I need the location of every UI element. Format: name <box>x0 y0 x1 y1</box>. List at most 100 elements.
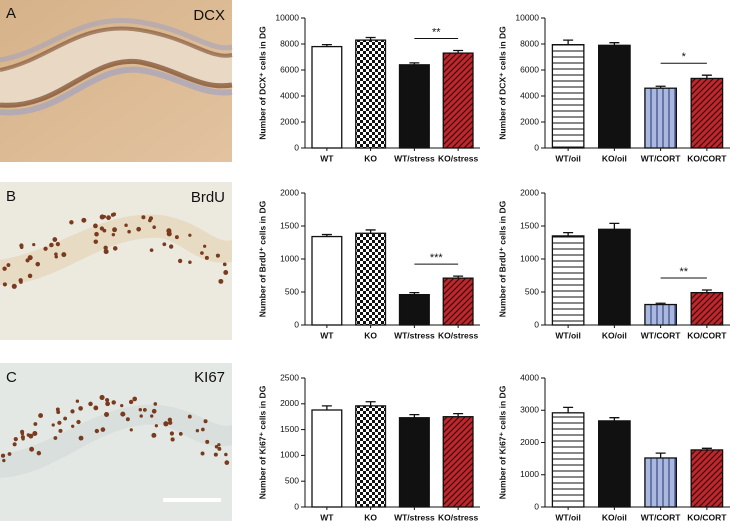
x-tick-label: KO/oil <box>602 330 627 340</box>
y-tick-label: 500 <box>285 475 299 485</box>
bar <box>690 292 724 326</box>
x-tick-label: WT <box>320 512 334 522</box>
bar <box>311 45 343 149</box>
y-tick-label: 0 <box>534 142 539 152</box>
error-bar <box>563 39 574 45</box>
y-axis-label: Number of Ki67⁺ cells in DG <box>257 385 267 499</box>
error-bar <box>409 62 420 65</box>
x-tick-label: KO/stress <box>438 153 478 163</box>
bar <box>311 235 343 326</box>
error-bar <box>321 233 332 237</box>
error-bar <box>453 412 464 417</box>
x-tick-label: KO <box>364 153 377 163</box>
y-tick-label: 10000 <box>515 12 539 22</box>
bar <box>644 457 678 508</box>
error-bar <box>609 42 620 46</box>
x-tick-label: WT/oil <box>555 153 581 163</box>
y-tick-label: 2000 <box>280 398 299 408</box>
error-bar <box>453 49 464 54</box>
bar <box>598 228 631 326</box>
bar <box>551 235 585 326</box>
error-bar <box>365 401 376 406</box>
y-tick-label: 8000 <box>280 38 299 48</box>
error-bar <box>701 289 712 293</box>
bar <box>398 417 430 508</box>
y-tick-label: 2000 <box>280 116 299 126</box>
x-tick-label: WT/stress <box>394 512 435 522</box>
x-tick-label: WT/CORT <box>641 512 681 522</box>
y-tick-label: 8000 <box>520 38 539 48</box>
x-tick-label: WT/stress <box>394 153 435 163</box>
bar <box>398 293 430 326</box>
bar <box>551 44 585 149</box>
significance-label: * <box>682 51 687 63</box>
x-tick-label: KO <box>364 512 377 522</box>
panel-label: KI67 <box>194 369 225 386</box>
y-tick-label: 3000 <box>520 405 539 415</box>
x-tick-label: WT/CORT <box>641 153 681 163</box>
y-tick-label: 1000 <box>280 450 299 460</box>
error-bar <box>655 302 666 305</box>
y-tick-label: 2000 <box>520 437 539 447</box>
panel-letter: B <box>6 188 16 205</box>
y-tick-label: 2000 <box>520 187 539 197</box>
x-tick-label: KO/CORT <box>687 153 727 163</box>
x-tick-label: KO/stress <box>438 512 478 522</box>
x-tick-label: KO/CORT <box>687 330 727 340</box>
bar <box>355 39 387 149</box>
y-tick-label: 1500 <box>520 220 539 230</box>
x-tick-label: WT/stress <box>394 330 435 340</box>
y-tick-label: 0 <box>534 319 539 329</box>
bar <box>442 52 474 149</box>
error-bar <box>609 222 620 230</box>
y-tick-label: 1500 <box>280 220 299 230</box>
y-tick-label: 6000 <box>280 64 299 74</box>
bar <box>598 44 631 149</box>
y-tick-label: 1500 <box>280 424 299 434</box>
panel-letter: C <box>6 369 17 386</box>
y-tick-label: 6000 <box>520 64 539 74</box>
micrograph-c <box>0 363 232 521</box>
y-tick-label: 500 <box>285 286 299 296</box>
bar <box>442 277 474 326</box>
y-tick-label: 10000 <box>275 12 299 22</box>
bar <box>551 412 585 508</box>
significance-label: ** <box>432 26 441 38</box>
error-bar <box>655 452 666 458</box>
bar <box>644 303 678 326</box>
bar <box>311 409 343 508</box>
error-bar <box>563 406 574 413</box>
y-tick-label: 0 <box>294 501 299 511</box>
bar <box>598 420 631 508</box>
significance-label: *** <box>430 252 444 264</box>
x-tick-label: KO <box>364 330 377 340</box>
y-tick-label: 0 <box>534 501 539 511</box>
bar <box>355 232 387 326</box>
x-tick-label: KO/CORT <box>687 512 727 522</box>
error-bar <box>409 292 420 295</box>
micrograph-b <box>0 182 232 340</box>
y-axis-label: Number of DCX⁺ cells in DG <box>257 26 267 140</box>
error-bar <box>655 85 666 89</box>
error-bar <box>609 417 620 421</box>
bar <box>690 449 724 508</box>
y-tick-label: 2000 <box>520 116 539 126</box>
micrograph-a <box>0 0 233 162</box>
error-bar <box>365 229 376 234</box>
panel-letter: A <box>6 5 16 22</box>
error-bar <box>453 275 464 279</box>
y-tick-label: 2000 <box>280 187 299 197</box>
significance-label: ** <box>679 266 688 278</box>
bar <box>442 416 474 508</box>
error-bar <box>701 447 712 450</box>
error-bar <box>563 231 574 236</box>
x-tick-label: KO/oil <box>602 512 627 522</box>
x-tick-label: WT <box>320 330 334 340</box>
y-axis-label: Number of DCX⁺ cells in DG <box>497 26 507 140</box>
bar <box>644 87 678 149</box>
y-tick-label: 0 <box>294 142 299 152</box>
cell-dots <box>0 212 230 465</box>
panel-label: DCX <box>193 7 225 24</box>
y-tick-label: 0 <box>294 319 299 329</box>
